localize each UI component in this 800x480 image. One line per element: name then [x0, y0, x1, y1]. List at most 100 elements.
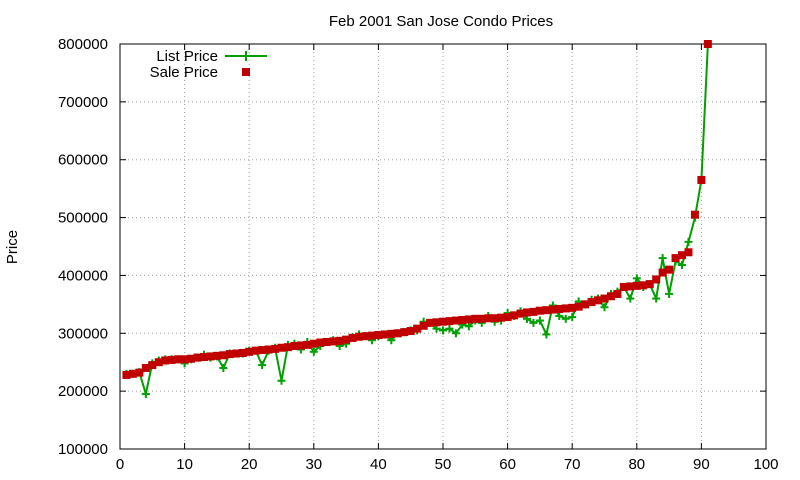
data-point-sale-price: [690, 210, 699, 219]
y-tick-label: 100000: [58, 441, 108, 458]
data-point-sale-price: [329, 337, 338, 346]
data-point-sale-price: [697, 175, 706, 184]
data-point-sale-price: [342, 335, 351, 344]
data-point-list-price: [464, 322, 473, 331]
data-point-sale-price: [193, 353, 202, 362]
data-point-sale-price: [348, 333, 357, 342]
data-point-sale-price: [367, 331, 376, 340]
data-point-sale-price: [678, 251, 687, 260]
data-point-sale-price: [154, 358, 163, 367]
data-point-sale-price: [135, 368, 144, 377]
data-point-sale-price: [503, 313, 512, 322]
y-tick-labels: 100000 200000 300000 400000 500000 600000 7000…: [58, 36, 108, 458]
data-point-sale-price: [600, 294, 609, 303]
data-point-sale-price: [703, 40, 712, 48]
x-tick-label: 20: [241, 456, 258, 473]
data-point-sale-price: [510, 311, 519, 320]
data-point-list-price: [555, 311, 564, 320]
series-layer: [122, 40, 712, 399]
x-tick-label: 100: [753, 456, 778, 473]
data-point-sale-price: [548, 305, 557, 314]
data-point-sale-price: [458, 315, 467, 324]
data-point-sale-price: [535, 306, 544, 315]
data-point-sale-price: [419, 321, 428, 330]
series-sale-price: [122, 40, 712, 379]
data-point-sale-price: [374, 331, 383, 340]
data-point-list-price: [600, 303, 609, 312]
data-point-sale-price: [206, 352, 215, 361]
data-point-sale-price: [355, 332, 364, 341]
data-point-list-price: [277, 376, 286, 385]
data-point-sale-price: [490, 314, 499, 323]
data-point-sale-price: [522, 308, 531, 317]
x-tick-label: 70: [564, 456, 581, 473]
x-tick-label: 60: [499, 456, 516, 473]
axis-ticks: [119, 43, 767, 450]
data-point-list-price: [561, 314, 570, 323]
data-point-sale-price: [187, 354, 196, 363]
data-point-sale-price: [671, 254, 680, 263]
data-point-list-price: [678, 261, 687, 270]
data-point-sale-price: [225, 350, 234, 359]
data-point-list-price: [652, 294, 661, 303]
data-point-sale-price: [464, 315, 473, 324]
data-point-list-price: [626, 294, 635, 303]
data-point-sale-price: [283, 343, 292, 352]
y-axis-label: Price: [4, 230, 21, 264]
data-point-sale-price: [296, 341, 305, 350]
data-point-sale-price: [122, 370, 131, 379]
x-tick-label: 10: [176, 456, 193, 473]
data-point-list-price: [684, 237, 693, 246]
data-point-sale-price: [639, 281, 648, 290]
chart-title: Feb 2001 San Jose Condo Prices: [329, 13, 553, 30]
data-point-sale-price: [665, 265, 674, 274]
x-tick-label: 0: [116, 456, 124, 473]
data-point-list-price: [658, 254, 667, 263]
data-point-sale-price: [652, 275, 661, 284]
data-point-sale-price: [387, 329, 396, 338]
data-point-sale-price: [245, 347, 254, 356]
data-point-sale-price: [174, 355, 183, 364]
data-point-sale-price: [406, 326, 415, 335]
data-point-sale-price: [555, 304, 564, 313]
data-point-sale-price: [238, 348, 247, 357]
data-point-sale-price: [258, 346, 267, 355]
data-point-sale-price: [380, 330, 389, 339]
data-point-sale-price: [561, 304, 570, 313]
data-point-sale-price: [141, 364, 150, 372]
data-point-sale-price: [568, 303, 577, 312]
data-point-sale-price: [445, 317, 454, 326]
data-point-sale-price: [632, 281, 641, 290]
data-point-sale-price: [264, 345, 273, 354]
data-point-sale-price: [322, 337, 331, 346]
data-point-sale-price: [619, 283, 628, 291]
data-point-sale-price: [212, 351, 221, 360]
data-point-list-price: [445, 324, 454, 333]
data-point-sale-price: [148, 361, 157, 370]
data-point-sale-price: [581, 300, 590, 309]
y-tick-label: 600000: [58, 152, 108, 169]
data-point-sale-price: [542, 306, 551, 315]
data-point-list-price: [219, 364, 228, 372]
x-tick-label: 90: [693, 456, 710, 473]
series-line-list-price: [126, 43, 709, 395]
data-point-sale-price: [432, 318, 441, 327]
data-point-sale-price: [393, 329, 402, 338]
data-point-list-price: [451, 329, 460, 338]
data-point-sale-price: [232, 349, 241, 358]
data-point-list-price: [535, 316, 544, 325]
data-point-list-price: [529, 318, 538, 327]
data-point-sale-price: [251, 346, 260, 355]
data-point-sale-price: [271, 344, 280, 353]
data-point-sale-price: [451, 316, 460, 325]
data-point-list-price: [309, 347, 318, 356]
x-tick-label: 80: [628, 456, 645, 473]
grid-lines: [120, 44, 766, 449]
x-tick-label: 40: [370, 456, 387, 473]
legend-label-sale-price: Sale Price: [150, 64, 218, 81]
y-tick-label: 400000: [58, 267, 108, 284]
data-point-list-price: [258, 361, 267, 370]
data-point-sale-price: [335, 336, 344, 345]
x-tick-label: 50: [435, 456, 452, 473]
